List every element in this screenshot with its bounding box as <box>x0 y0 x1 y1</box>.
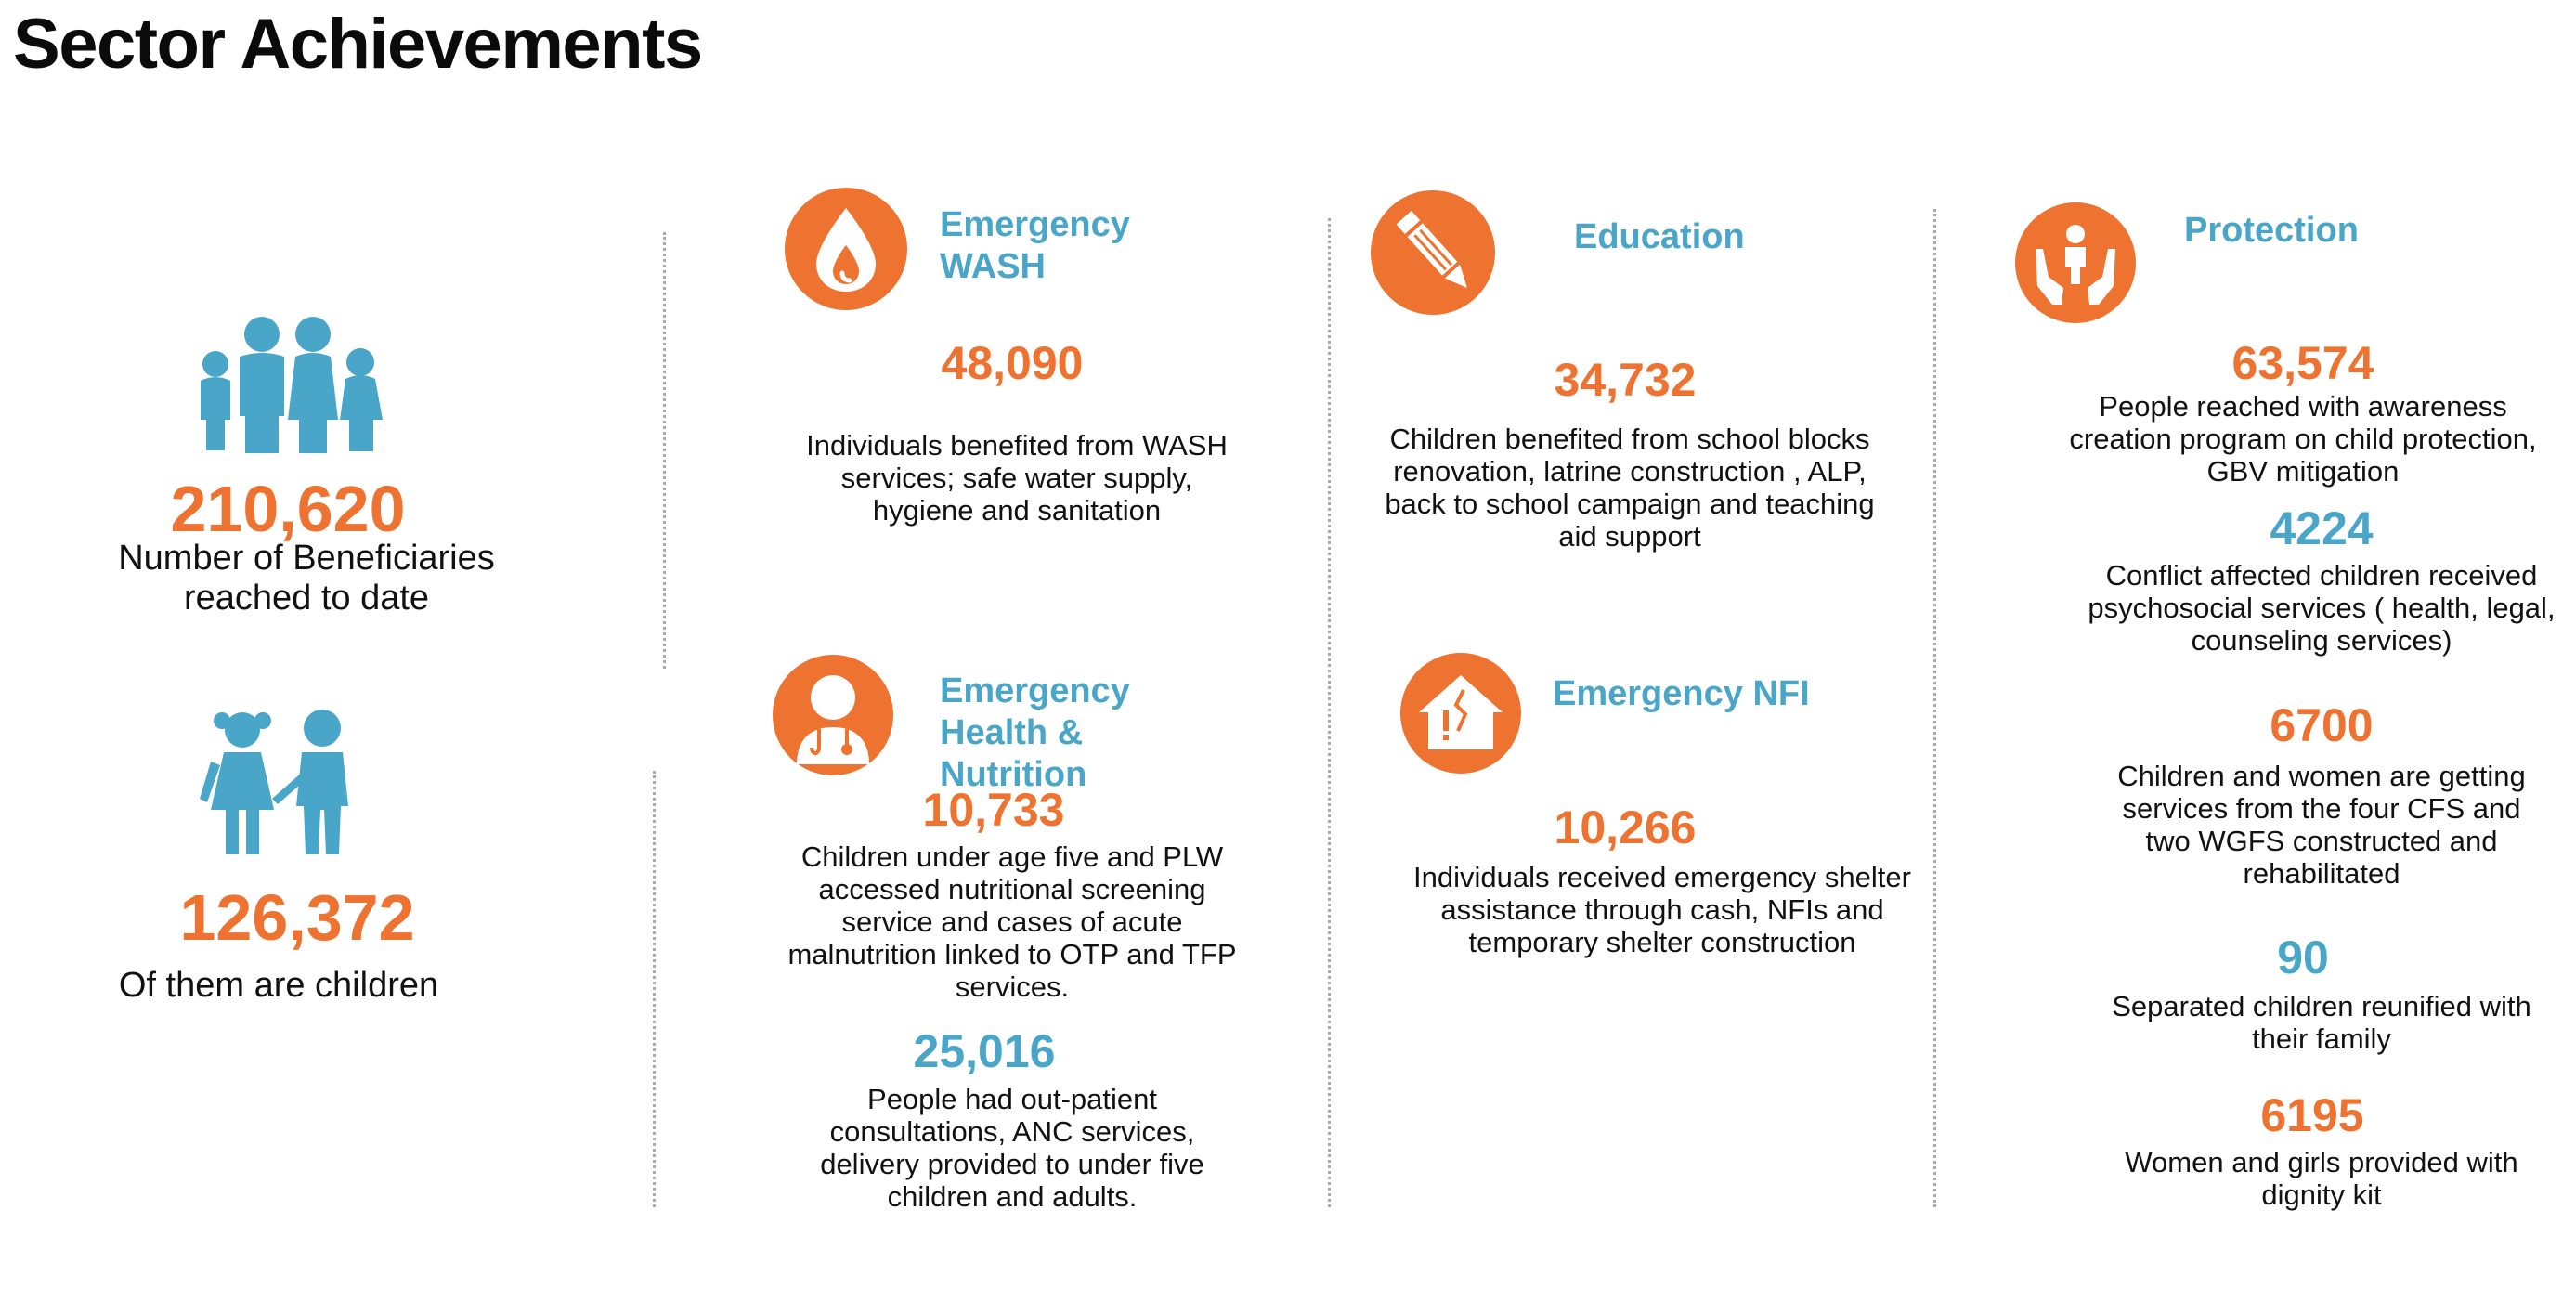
protection-stat-5-text: Women and girls provided with dignity ki… <box>2125 1146 2518 1211</box>
health-stat-2-text: People had out-patient consultations, AN… <box>820 1083 1204 1213</box>
divider-left-lower <box>653 771 656 1207</box>
education-stat-value: 34,732 <box>1554 354 1697 406</box>
divider-right <box>1933 209 1936 1207</box>
water-drop-icon <box>785 188 907 310</box>
protection-stat-4-value: 90 <box>2277 931 2329 983</box>
children-count: 126,372 <box>179 881 415 954</box>
protection-stat-1-text: People reached with awareness creation p… <box>2069 390 2537 488</box>
protection-stat-1-value: 63,574 <box>2231 337 2374 389</box>
protection-stat-2-text: Conflict affected children received psyc… <box>2088 559 2556 657</box>
protecting-hands-icon <box>2015 202 2136 323</box>
beneficiaries-count: 210,620 <box>170 473 406 545</box>
page-title: Sector Achievements <box>13 5 703 84</box>
protection-stat-3-value: 6700 <box>2270 699 2374 751</box>
protection-stat-4-text: Separated children reunified with their … <box>2112 990 2531 1055</box>
education-stat-text: Children benefited from school blocks re… <box>1385 423 1875 553</box>
nfi-heading: Emergency NFI <box>1553 674 1810 713</box>
children-label: Of them are children <box>118 966 439 1005</box>
nfi-stat-value: 10,266 <box>1554 801 1697 853</box>
wash-heading: Emergency WASH <box>940 205 1130 286</box>
health-stat-1-value: 10,733 <box>922 784 1065 836</box>
pencil-icon <box>1371 190 1495 315</box>
protection-stat-2-value: 4224 <box>2270 502 2374 554</box>
education-heading: Education <box>1574 217 1745 256</box>
health-stat-1-text: Children under age five and PLW accessed… <box>787 840 1237 1003</box>
doctor-icon <box>773 655 893 775</box>
wash-stat-text: Individuals benefited from WASH services… <box>806 429 1228 527</box>
health-stat-2-value: 25,016 <box>913 1025 1056 1077</box>
children-icon <box>200 706 367 859</box>
beneficiaries-label: Number of Beneficiaries reached to date <box>118 539 495 618</box>
wash-stat-value: 48,090 <box>941 337 1084 389</box>
divider-left-upper <box>663 232 666 669</box>
protection-heading: Protection <box>2184 211 2359 250</box>
damaged-house-icon <box>1400 653 1521 774</box>
protection-stat-3-text: Children and women are getting services … <box>2117 760 2526 890</box>
divider-middle <box>1328 218 1331 1207</box>
protection-stat-5-value: 6195 <box>2260 1089 2364 1141</box>
health-heading: Emergency Health & Nutrition <box>940 671 1130 794</box>
family-icon <box>195 316 385 455</box>
nfi-stat-text: Individuals received emergency shelter a… <box>1413 861 1911 958</box>
